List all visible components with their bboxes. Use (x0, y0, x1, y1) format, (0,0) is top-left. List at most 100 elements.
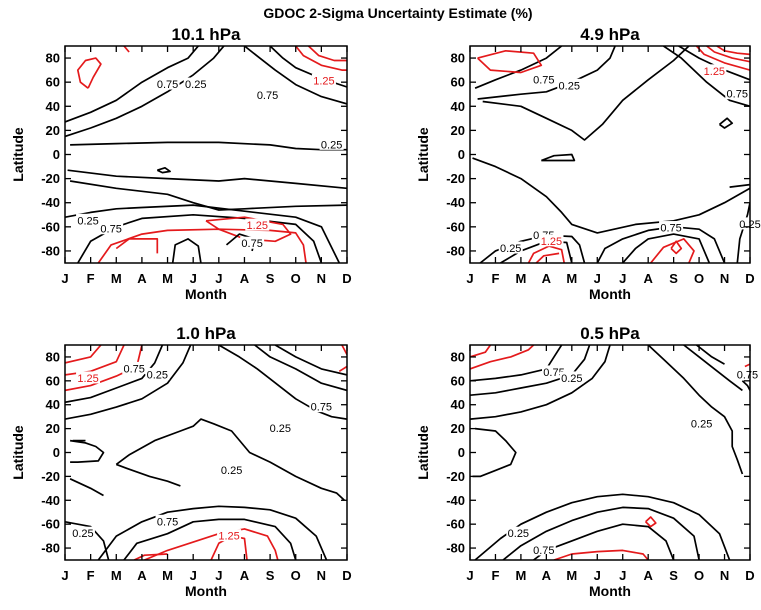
contour-label-bg (183, 77, 208, 90)
contour-high (307, 46, 347, 62)
contour-label-bg (217, 529, 242, 542)
contour-low (65, 345, 164, 404)
contour-label: 0.75 (727, 89, 748, 101)
contour-high (338, 365, 347, 373)
x-tick-label: J (466, 271, 473, 286)
x-tick-label: D (745, 568, 754, 583)
contour-high (133, 553, 168, 560)
y-axis-label: Latitude (10, 425, 26, 480)
y-tick-label: 80 (46, 349, 60, 364)
x-tick-label: O (291, 271, 301, 286)
x-tick-label: A (137, 568, 147, 583)
y-tick-label: -80 (41, 243, 60, 258)
contour-label: 1.25 (541, 236, 562, 248)
plot-frame (64, 344, 348, 561)
contour-low (729, 183, 750, 188)
y-tick-label: 80 (451, 51, 465, 66)
x-tick-label: D (342, 568, 351, 583)
y-tick-label: -80 (446, 541, 465, 556)
x-tick-label: N (317, 568, 326, 583)
contour-high (65, 345, 125, 376)
x-axis-label: Month (185, 583, 227, 599)
contour-high (706, 46, 750, 63)
contour-low (540, 153, 576, 162)
x-tick-label: M (111, 568, 122, 583)
contour-label-bg (689, 416, 714, 429)
y-tick-label: -80 (446, 243, 465, 258)
x-tick-label: J (619, 271, 626, 286)
y-tick-label: 0 (458, 147, 465, 162)
contour-label-bg (559, 371, 584, 384)
contour-label-bg (245, 218, 270, 231)
contour-label-bg (219, 463, 244, 476)
x-tick-label: J (594, 271, 601, 286)
contour-low (472, 157, 750, 234)
contour-low (741, 380, 750, 391)
contour-high (205, 216, 292, 243)
contour-lines (65, 345, 347, 560)
contour-high (123, 46, 130, 53)
y-tick-label: -40 (41, 493, 60, 508)
x-tick-label: A (542, 568, 552, 583)
contour-label-bg (268, 421, 293, 434)
contour-high (76, 57, 102, 89)
contour-high (144, 528, 279, 560)
contour-label: 0.75 (241, 238, 262, 250)
y-tick-label: 60 (451, 373, 465, 388)
contour-low (65, 46, 225, 138)
contour-high (670, 240, 683, 255)
y-tick-label: -60 (41, 219, 60, 234)
contour-label: 0.75 (124, 363, 145, 375)
contour-label-bg (155, 77, 180, 90)
contour-label-bg (309, 400, 334, 413)
contour-low (69, 180, 347, 211)
contour-label-bg (99, 222, 124, 235)
y-tick-label: 0 (458, 445, 465, 460)
contour-low (69, 478, 104, 497)
contour-label: 0.75 (257, 90, 278, 102)
contour-low (254, 345, 347, 392)
contour-label: 0.75 (100, 224, 121, 236)
y-tick-label: 80 (451, 349, 465, 364)
contour-label: 0.25 (561, 373, 582, 385)
contour-low (156, 166, 171, 174)
contour-label: 0.25 (321, 139, 342, 151)
contour-lines (470, 345, 750, 560)
contour-label: 0.25 (559, 80, 580, 92)
contour-low (474, 493, 731, 560)
contour-label-bg (531, 543, 556, 556)
contour-label: 0.25 (270, 423, 291, 435)
contour-low (663, 46, 750, 108)
contour-low (502, 506, 700, 560)
contour-label-bg (76, 371, 101, 384)
contour-high (295, 46, 347, 71)
panel-title: 10.1 hPa (172, 25, 242, 44)
y-tick-label: -20 (446, 469, 465, 484)
panel-1: 0.75 0.250.751.250.250.250.75 1.250.758060… (10, 25, 352, 302)
contour-label-bg (70, 526, 95, 539)
y-tick-label: -20 (41, 469, 60, 484)
contour-low (115, 418, 345, 501)
x-tick-label: J (594, 568, 601, 583)
contour-low (171, 238, 202, 263)
contour-label-bg (531, 72, 556, 85)
contour-label: 0.75 (543, 367, 564, 379)
contour-label-bg (76, 213, 101, 226)
y-tick-label: 60 (451, 75, 465, 90)
contour-low (695, 345, 725, 365)
y-tick-label: -40 (446, 493, 465, 508)
x-tick-label: J (61, 568, 68, 583)
y-axis-label: Latitude (415, 127, 431, 182)
contour-label: 0.25 (72, 528, 93, 540)
contour-label-bg (498, 241, 523, 254)
contour-high (695, 46, 750, 71)
contour-high (477, 49, 543, 74)
contour-label-bg (319, 137, 344, 150)
y-tick-label: 0 (53, 147, 60, 162)
contour-label-bg (725, 87, 750, 100)
contour-label: 1.25 (313, 75, 334, 87)
y-tick-label: -60 (446, 517, 465, 532)
contour-label: 1.25 (704, 66, 725, 78)
contour-label: 0.25 (185, 79, 206, 91)
contour-low (67, 169, 347, 190)
